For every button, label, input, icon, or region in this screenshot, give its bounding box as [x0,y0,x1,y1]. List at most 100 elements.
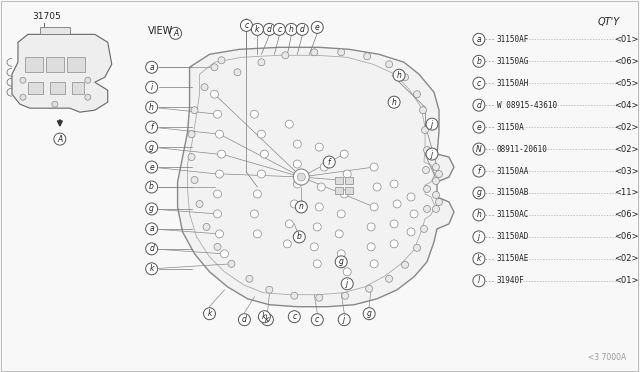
Circle shape [214,190,221,198]
Text: a: a [477,35,481,44]
Circle shape [422,167,429,173]
Circle shape [196,201,203,208]
Circle shape [338,314,350,326]
Text: 31150A: 31150A [497,123,525,132]
Circle shape [393,69,405,81]
Circle shape [282,52,289,59]
Circle shape [413,91,420,98]
Polygon shape [12,34,112,112]
Bar [50,82,65,94]
Circle shape [473,121,485,133]
Circle shape [388,96,400,108]
Text: QT'Y: QT'Y [598,17,620,28]
Circle shape [424,147,431,154]
Text: h: h [149,103,154,112]
Text: <11>: <11> [614,189,639,198]
Text: k: k [262,312,267,321]
Text: e: e [315,23,319,32]
Text: k: k [477,254,481,263]
Text: <06>: <06> [614,57,639,66]
Circle shape [316,294,323,301]
Circle shape [250,110,259,118]
Circle shape [20,77,26,83]
Circle shape [337,250,345,258]
Circle shape [342,292,349,299]
Bar [335,177,343,184]
Text: 31150AE: 31150AE [497,254,529,263]
Circle shape [323,156,335,168]
Circle shape [85,94,91,100]
Text: A: A [173,29,178,38]
Circle shape [214,243,221,250]
Circle shape [473,165,485,177]
Circle shape [218,150,225,158]
Circle shape [228,260,235,267]
Text: <04>: <04> [614,101,639,110]
Circle shape [293,140,301,148]
Circle shape [170,28,182,39]
Circle shape [188,154,195,161]
Text: 31150AF: 31150AF [497,35,529,44]
Text: n: n [299,202,304,211]
Circle shape [393,200,401,208]
Circle shape [216,130,223,138]
Circle shape [320,163,328,171]
Text: j: j [478,232,480,241]
Circle shape [426,118,438,130]
Bar [72,82,84,94]
Text: k: k [255,25,260,34]
Text: c: c [277,25,282,34]
Text: a: a [149,63,154,72]
Circle shape [266,286,273,293]
Text: <01>: <01> [614,35,639,44]
Circle shape [386,275,392,282]
Circle shape [285,120,293,128]
Text: j: j [431,120,433,129]
Circle shape [216,170,223,178]
Text: <02>: <02> [614,145,639,154]
Circle shape [370,260,378,268]
Bar [25,57,43,72]
Circle shape [426,148,438,160]
Circle shape [211,90,218,98]
Circle shape [317,183,325,191]
Text: <03>: <03> [614,167,639,176]
Circle shape [146,203,157,215]
Circle shape [435,170,442,177]
Circle shape [216,230,223,238]
Circle shape [293,231,305,243]
Text: k: k [207,309,212,318]
Text: 31940F: 31940F [497,276,525,285]
Circle shape [146,141,157,153]
Circle shape [390,220,398,228]
Text: g: g [149,142,154,151]
Circle shape [386,61,392,68]
Text: h: h [289,25,294,34]
Circle shape [364,53,371,60]
Circle shape [252,23,264,35]
Circle shape [211,64,218,71]
Text: h: h [397,71,401,80]
Circle shape [146,61,157,73]
Text: <06>: <06> [614,232,639,241]
Text: d: d [267,25,272,34]
Circle shape [218,57,225,64]
Polygon shape [177,47,454,307]
Text: d: d [300,25,305,34]
Text: b: b [476,57,481,66]
Circle shape [54,133,66,145]
Text: 31150AD: 31150AD [497,232,529,241]
Text: h: h [392,98,397,107]
Circle shape [343,170,351,178]
Circle shape [341,278,353,290]
Circle shape [370,203,378,211]
Text: c: c [292,312,296,321]
Circle shape [293,160,301,168]
Circle shape [410,210,418,218]
Circle shape [433,177,440,185]
Text: c: c [315,315,319,324]
Circle shape [337,210,345,218]
Text: f: f [150,123,153,132]
Circle shape [146,121,157,133]
Circle shape [473,253,485,265]
